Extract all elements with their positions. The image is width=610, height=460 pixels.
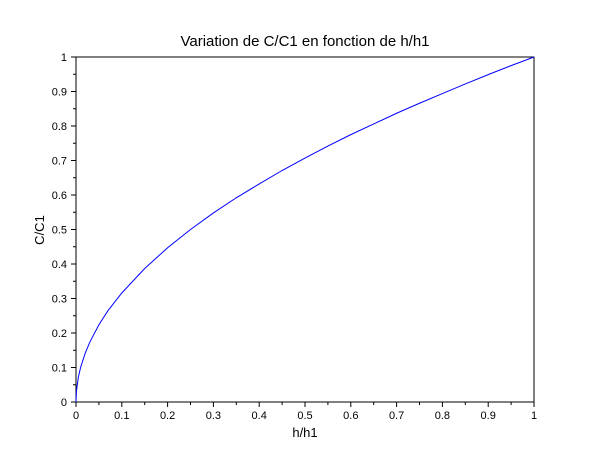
- y-tick-label: 0.7: [52, 156, 67, 168]
- chart-title: Variation de C/C1 en fonction de h/h1: [180, 33, 429, 50]
- x-tick-label: 0.8: [435, 410, 450, 422]
- y-tick-label: 0.4: [52, 259, 67, 271]
- y-tick-label: 0.3: [52, 294, 67, 306]
- plot-area: [75, 56, 535, 403]
- x-tick-label: 0.7: [389, 410, 404, 422]
- x-tick-label: 0.6: [343, 410, 358, 422]
- x-axis-label: h/h1: [292, 425, 317, 440]
- y-axis: 0 0.1 0.2 0.3 0.4 0.5 0.6 0.7 0.8 0.9 1: [52, 52, 76, 409]
- x-tick-label: 0.5: [297, 410, 312, 422]
- x-tick-label: 0.4: [252, 410, 267, 422]
- y-tick-label: 0.1: [52, 363, 67, 375]
- series-line: [75, 56, 535, 403]
- y-tick-label: 1: [61, 52, 67, 64]
- y-tick-label: 0.8: [52, 121, 67, 133]
- y-tick-label: 0: [61, 397, 67, 409]
- x-tick-label: 0.9: [481, 410, 496, 422]
- x-tick-label: 0: [73, 410, 79, 422]
- x-tick-label: 0.1: [114, 410, 129, 422]
- x-axis: 0 0.1 0.2 0.3 0.4 0.5 0.6 0.7 0.8 0.9 1: [73, 402, 537, 422]
- series-layer: [75, 56, 535, 403]
- y-tick-label: 0.2: [52, 328, 67, 340]
- y-tick-label: 0.5: [52, 225, 67, 237]
- x-tick-label: 0.3: [206, 410, 221, 422]
- y-tick-label: 0.9: [52, 87, 67, 99]
- y-tick-label: 0.6: [52, 190, 67, 202]
- x-tick-label: 0.2: [160, 410, 175, 422]
- y-axis-label: C/C1: [32, 215, 47, 245]
- x-tick-label: 1: [531, 410, 537, 422]
